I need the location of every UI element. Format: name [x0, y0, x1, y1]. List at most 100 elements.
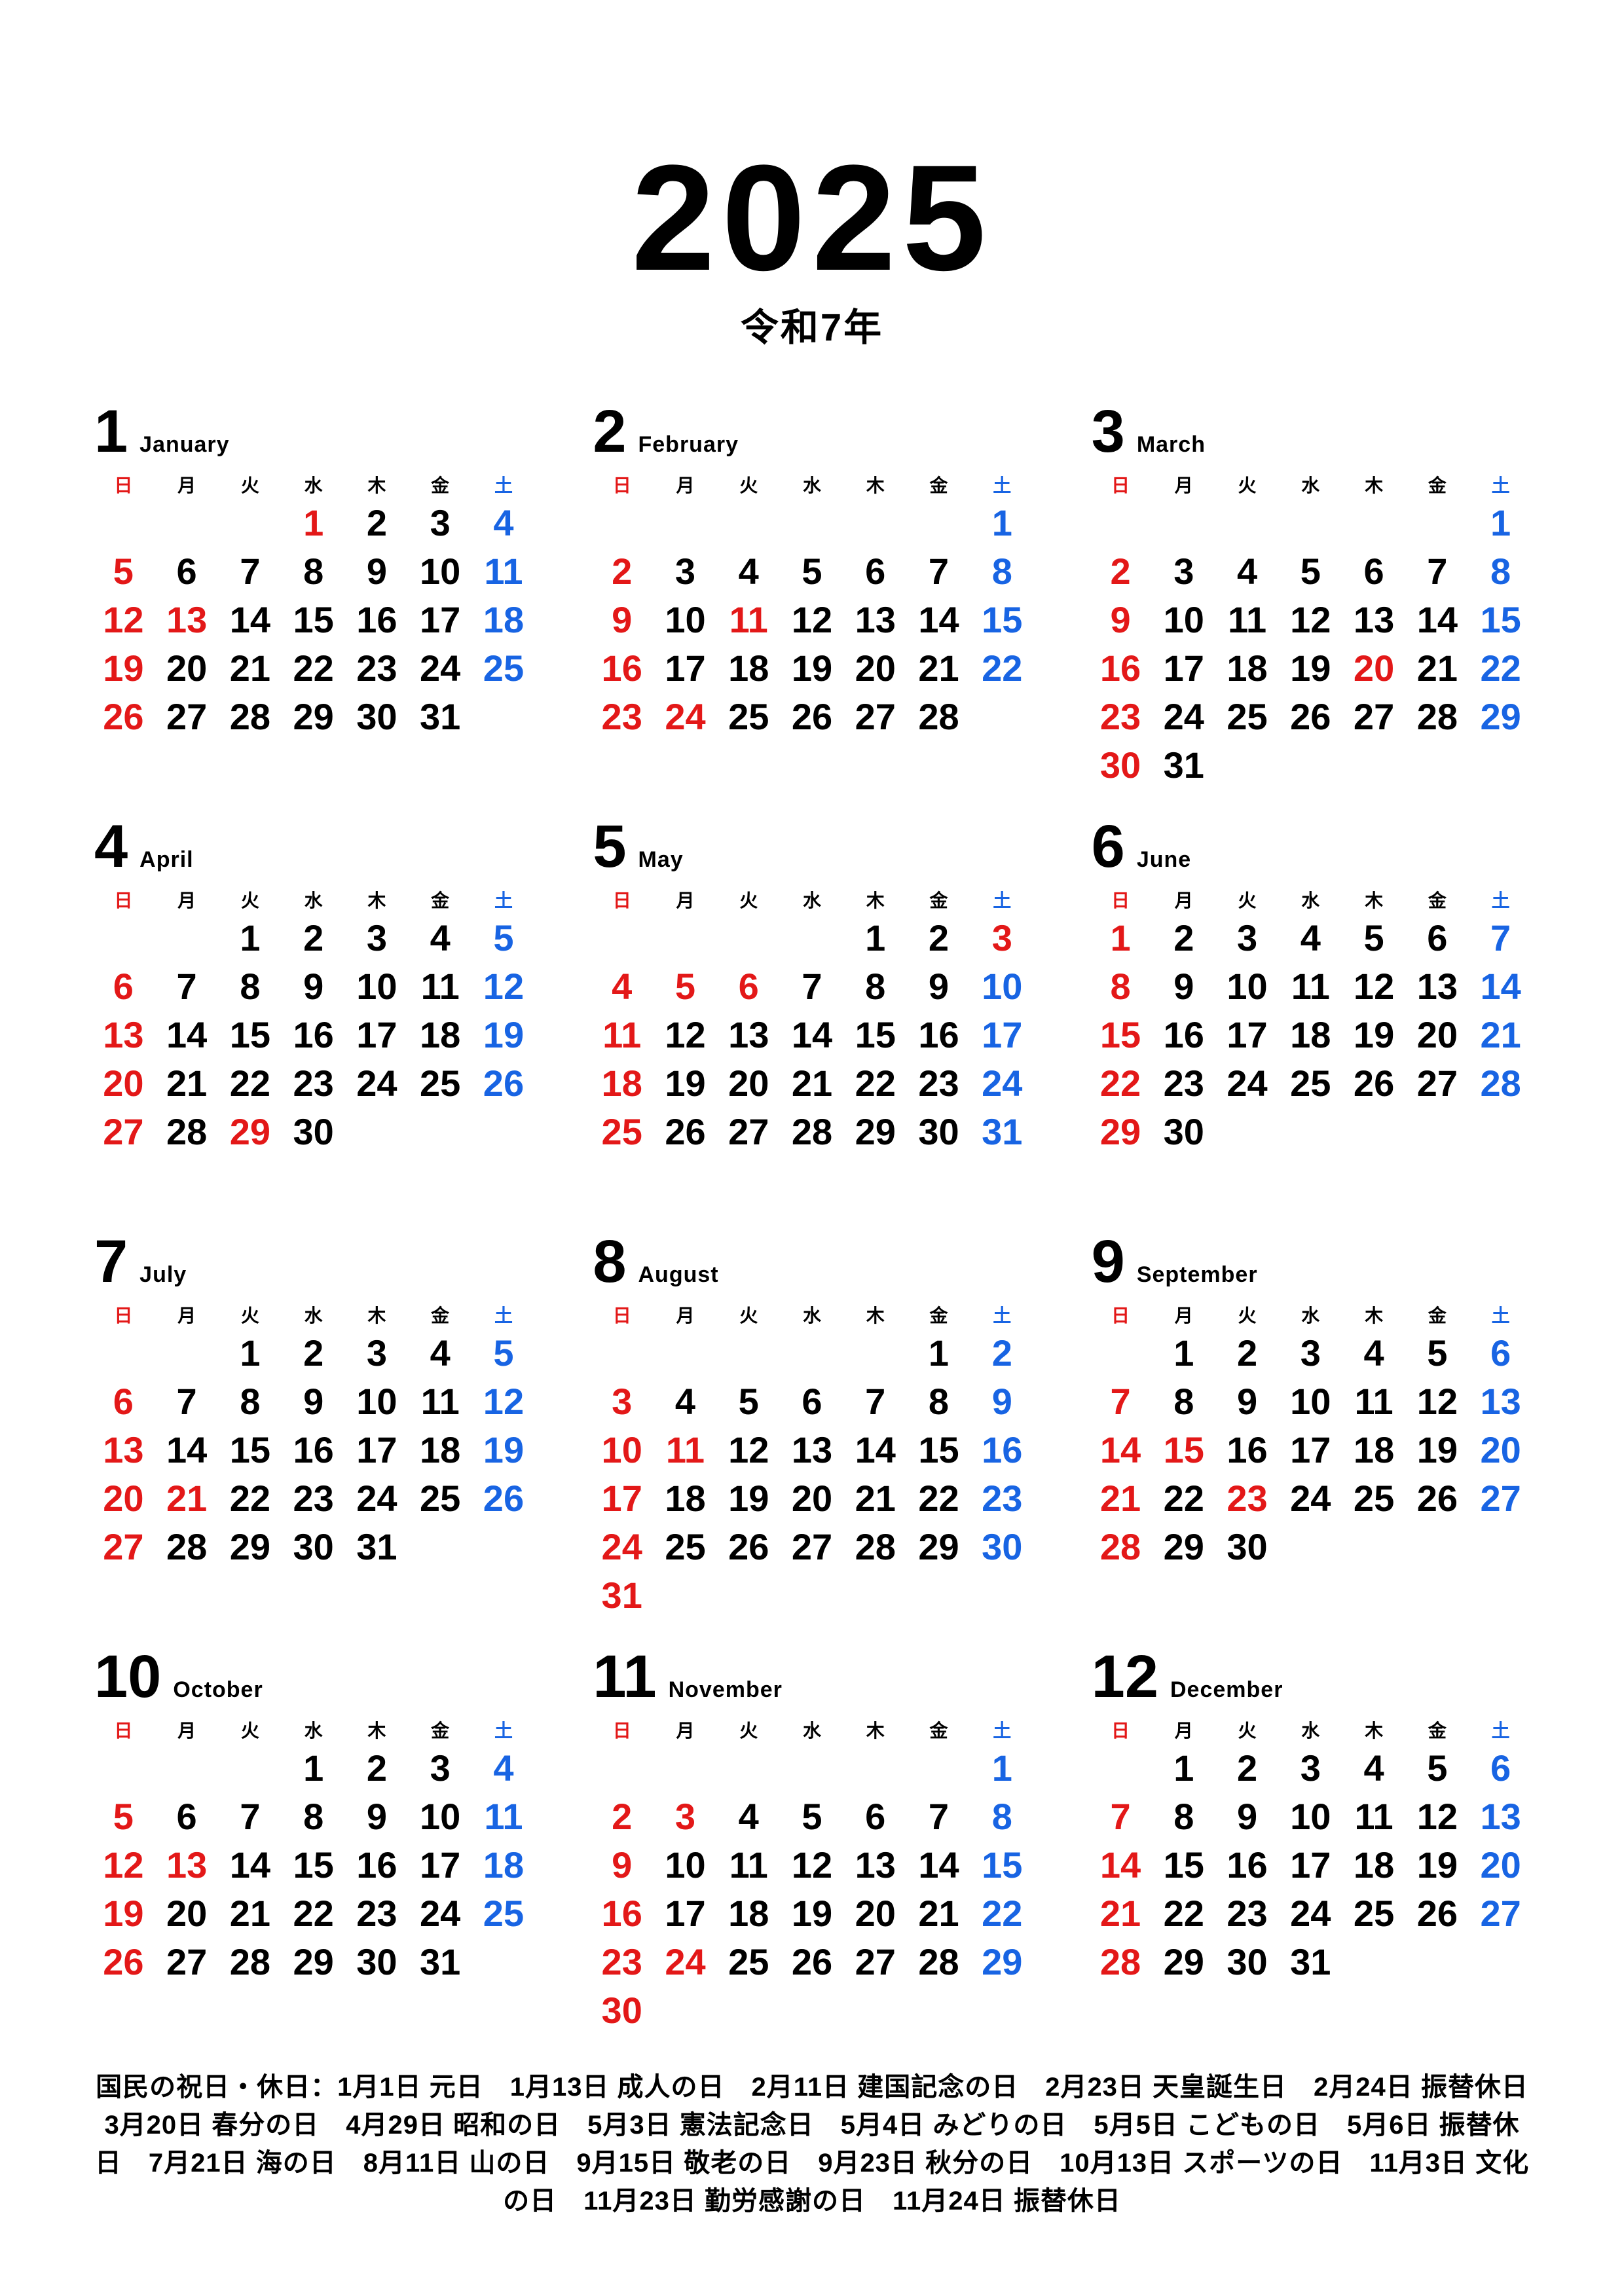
week-row: 6789101112 — [92, 965, 535, 1008]
day-cell: 3 — [1152, 550, 1215, 593]
day-cell: 16 — [907, 1013, 970, 1057]
day-cell: 24 — [345, 1062, 409, 1105]
day-cell: 22 — [1469, 647, 1532, 690]
day-cell: 27 — [92, 1525, 155, 1569]
dow-label: 金 — [409, 1302, 472, 1328]
day-cell: 31 — [409, 1941, 472, 1984]
day-cell: 26 — [1342, 1062, 1406, 1105]
day-cell: 1 — [970, 1747, 1034, 1790]
day-cell: 27 — [781, 1525, 844, 1569]
week-row: 19202122232425 — [92, 1892, 535, 1935]
day-cell: 22 — [1152, 1892, 1215, 1935]
day-cell: 17 — [1279, 1429, 1342, 1472]
day-cell: 20 — [843, 1892, 907, 1935]
day-cell: 20 — [1405, 1013, 1469, 1057]
day-cell: 17 — [654, 647, 717, 690]
day-cell: 11 — [654, 1429, 717, 1472]
day-cell: 7 — [843, 1380, 907, 1423]
day-cell: 5 — [1405, 1332, 1469, 1375]
day-cell: 9 — [907, 965, 970, 1008]
day-cell: 21 — [843, 1477, 907, 1520]
day-cell: 3 — [654, 550, 717, 593]
week-row: 0012345 — [92, 1332, 535, 1375]
day-cell: 17 — [590, 1477, 654, 1520]
day-cell: 26 — [92, 1941, 155, 1984]
day-cell: 2 — [1089, 550, 1153, 593]
subtitle: 令和7年 — [92, 297, 1532, 352]
day-cell: 12 — [92, 598, 155, 642]
day-cell: 16 — [590, 647, 654, 690]
header: 2025 令和7年 — [92, 131, 1532, 352]
day-cell: 26 — [781, 1941, 844, 1984]
dow-label: 木 — [843, 1302, 907, 1328]
day-cell: 7 — [1089, 1795, 1153, 1838]
day-cell: 6 — [92, 965, 155, 1008]
day-cell: 2 — [1215, 1332, 1279, 1375]
dow-row: 日月火水木金土 — [1089, 1717, 1532, 1743]
day-cell: 7 — [907, 550, 970, 593]
dow-label: 金 — [1405, 471, 1469, 498]
day-cell: 2 — [282, 917, 345, 960]
week-row: 11121314151617 — [590, 1013, 1033, 1057]
day-cell: 3 — [409, 501, 472, 545]
dow-label: 火 — [1215, 1717, 1279, 1743]
month-number: 2 — [593, 397, 626, 466]
week-row: 20212223242526 — [92, 1062, 535, 1105]
week-row: 0000001 — [590, 501, 1033, 545]
week-row: 27282930000 — [92, 1110, 535, 1154]
dow-label: 日 — [92, 471, 155, 498]
day-cell: 8 — [1152, 1380, 1215, 1423]
week-row: 567891011 — [92, 550, 535, 593]
day-cell: 9 — [1215, 1380, 1279, 1423]
day-cell: 5 — [717, 1380, 781, 1423]
week-row: 1234567 — [1089, 917, 1532, 960]
month-head: 4April — [92, 812, 535, 881]
day-cell: 23 — [590, 1941, 654, 1984]
day-cell: 14 — [219, 598, 282, 642]
day-cell: 20 — [155, 647, 219, 690]
day-cell: 15 — [970, 1844, 1034, 1887]
day-cell: 25 — [1342, 1477, 1406, 1520]
day-cell: 4 — [717, 1795, 781, 1838]
day-cell: 14 — [155, 1013, 219, 1057]
day-cell: 31 — [1152, 744, 1215, 787]
day-cell: 15 — [1152, 1429, 1215, 1472]
dow-label: 木 — [345, 1302, 409, 1328]
day-cell: 4 — [472, 501, 536, 545]
day-cell: 20 — [1342, 647, 1406, 690]
day-cell: 22 — [219, 1062, 282, 1105]
day-cell: 16 — [1089, 647, 1153, 690]
dow-label: 土 — [1469, 1302, 1532, 1328]
day-cell: 7 — [219, 550, 282, 593]
week-row: 2627282930310 — [92, 1941, 535, 1984]
day-cell: 23 — [345, 647, 409, 690]
dow-label: 木 — [345, 471, 409, 498]
week-row: 567891011 — [92, 1795, 535, 1838]
day-cell: 5 — [92, 550, 155, 593]
month-number: 6 — [1092, 812, 1125, 881]
dow-label: 日 — [590, 471, 654, 498]
day-cell: 4 — [1342, 1332, 1406, 1375]
day-cell: 27 — [843, 695, 907, 738]
month-block: 2February日月火水木金土000000123456789101112131… — [590, 397, 1033, 790]
week-row: 2345678 — [1089, 550, 1532, 593]
day-cell: 7 — [1469, 917, 1532, 960]
week-row: 78910111213 — [1089, 1380, 1532, 1423]
day-cell: 6 — [843, 1795, 907, 1838]
dow-row: 日月火水木金土 — [92, 886, 535, 913]
day-cell: 24 — [409, 1892, 472, 1935]
day-cell: 19 — [92, 1892, 155, 1935]
day-cell: 31 — [409, 695, 472, 738]
day-cell: 16 — [345, 1844, 409, 1887]
day-cell: 11 — [717, 1844, 781, 1887]
month-number: 9 — [1092, 1228, 1125, 1296]
day-cell: 19 — [472, 1013, 536, 1057]
month-name-en: September — [1137, 1262, 1258, 1288]
dow-label: 木 — [1342, 1302, 1406, 1328]
day-cell: 1 — [219, 917, 282, 960]
day-cell: 23 — [590, 695, 654, 738]
month-number: 11 — [593, 1643, 656, 1711]
day-cell: 26 — [717, 1525, 781, 1569]
weeks: 0000012345678910111213141516171819202122… — [590, 1332, 1033, 1617]
holidays-footer: 国民の祝日・休日：1月1日 元日 1月13日 成人の日 2月11日 建国記念の日… — [92, 2066, 1532, 2217]
